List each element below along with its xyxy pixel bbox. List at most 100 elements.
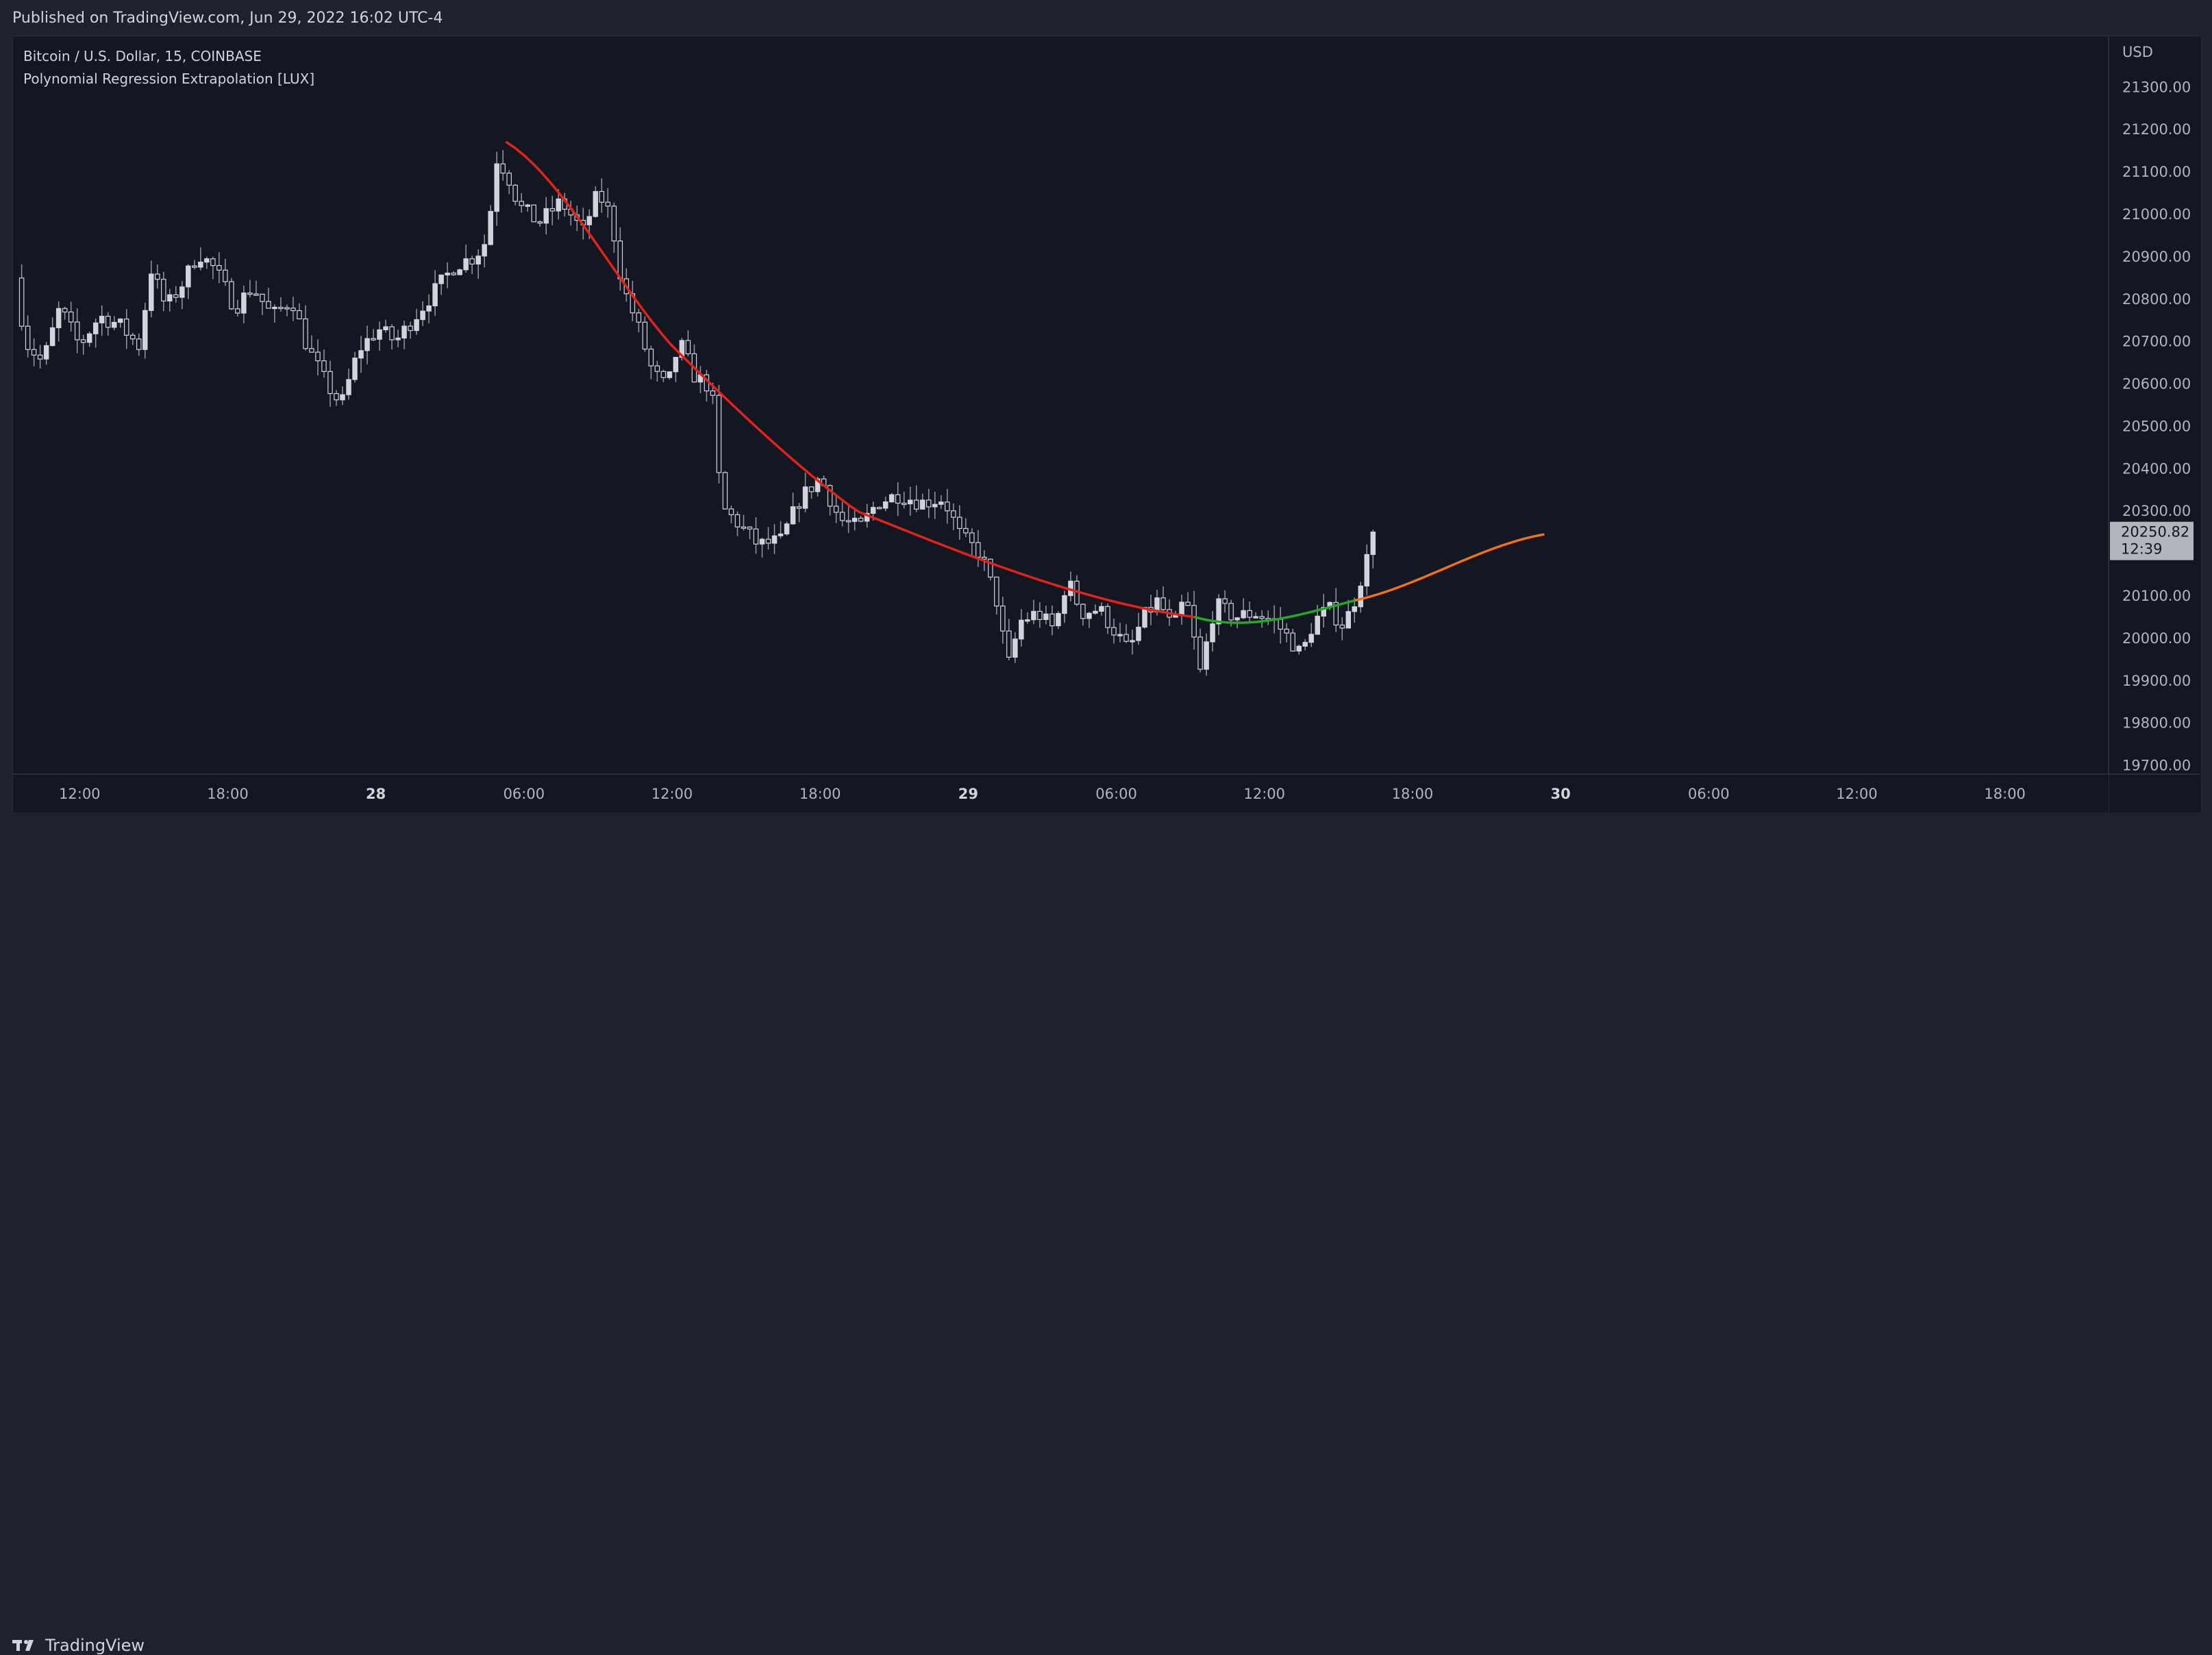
candle-body [408,325,413,332]
candle-body [710,390,716,396]
candle-body [327,371,333,395]
price-tick-label: 20400.00 [2122,460,2191,477]
candle-body [667,371,673,378]
candle-body [925,499,932,508]
price-tick-label: 21200.00 [2122,121,2191,138]
candle-body [1117,634,1123,636]
candle-body [784,523,790,535]
candle-body [982,556,987,560]
candle-body [1259,616,1265,619]
candle-body [808,486,815,493]
candle-body [605,201,611,207]
candle-body [371,338,376,340]
candle-body [1093,610,1098,614]
candle-body [716,395,722,473]
candle-body [142,310,148,350]
candle-body [1160,597,1166,610]
candle-body [463,258,469,271]
candle-body [1228,603,1234,621]
candle-body [882,501,888,509]
candle-body [500,163,506,174]
candle-body [457,269,462,275]
candle-body [932,503,938,508]
candle-body [223,269,228,282]
chart-legend: Bitcoin / U.S. Dollar, 15, COINBASE Poly… [23,45,314,90]
symbol-label[interactable]: Bitcoin / U.S. Dollar, 15, COINBASE [23,48,262,64]
candle-body [519,201,524,206]
candle-body [845,520,852,523]
candle-body [86,333,92,343]
candle-body [895,494,901,504]
candle-body [284,307,290,310]
time-tick-label: 06:00 [1688,786,1730,802]
candle-body [241,293,247,314]
candle-body [1364,553,1370,587]
candle-body [945,501,950,512]
candle-body [654,365,660,372]
candle-body [543,208,549,224]
candle-body [1185,601,1191,606]
candle-body [796,506,802,509]
top-bar: Published on TradingView.com, Jun 29, 20… [0,0,2212,36]
candle-body [204,258,210,263]
candle-body [80,339,86,343]
candle-body [1247,610,1252,618]
candle-body [1197,636,1203,670]
candle-body [802,486,808,509]
candle-body [229,281,234,310]
candle-body [111,321,117,328]
brand-name: TradingView [45,1636,145,1655]
time-tick-label: 28 [366,786,386,802]
price-axis[interactable] [2109,36,2200,774]
time-tick-label: 30 [1551,786,1571,802]
candle-body [1370,532,1376,556]
tradingview-logo-icon [12,1640,34,1651]
candle-body [401,325,407,339]
indicator-label[interactable]: Polynomial Regression Extrapolation [LUX… [23,71,315,87]
tradingview-logo[interactable]: TradingView [12,1636,145,1655]
candle-body [1000,606,1006,632]
candle-body [747,526,753,530]
price-tick-label: 20000.00 [2122,630,2191,647]
candle-body [31,349,37,356]
candle-body [1333,601,1339,626]
candle-body [377,329,382,340]
candle-body [62,308,68,313]
candle-body [117,319,123,323]
candle-body [771,535,778,544]
chart-pane[interactable] [12,36,2202,814]
candle-body [1296,645,1302,652]
last-price-badge[interactable] [2110,521,2194,560]
candle-body [1191,605,1197,638]
candle-body [216,264,222,271]
price-tick-label: 19700.00 [2122,758,2191,774]
time-tick-label: 18:00 [207,786,249,802]
candle-body [358,350,364,359]
candle-body [420,310,425,321]
candle-body [334,393,339,401]
candle-body [975,542,981,558]
candle-body [888,494,895,503]
candle-body [1253,616,1258,619]
candle-body [253,293,259,296]
candle-body [55,308,62,329]
candle-body [92,322,99,334]
candle-body [1031,610,1036,621]
candle-body [506,173,512,186]
price-chart[interactable]: USD 21300.00 21200.00 21100.00 21000.00 20900… [0,0,2212,857]
candle-body [278,306,284,310]
candle-body [611,206,617,242]
candle-body [728,508,734,515]
time-axis[interactable] [13,774,2109,812]
candle-body [247,293,253,295]
candle-body [290,308,296,312]
candle-body [346,379,351,395]
regression-curve-past [505,140,1197,619]
candle-body [1290,632,1295,652]
candle-body [123,319,129,336]
candle-body [161,279,166,302]
candle-body [438,274,444,284]
candle-body [907,499,913,505]
time-tick-label: 29 [958,786,978,802]
candle-body [673,357,679,373]
